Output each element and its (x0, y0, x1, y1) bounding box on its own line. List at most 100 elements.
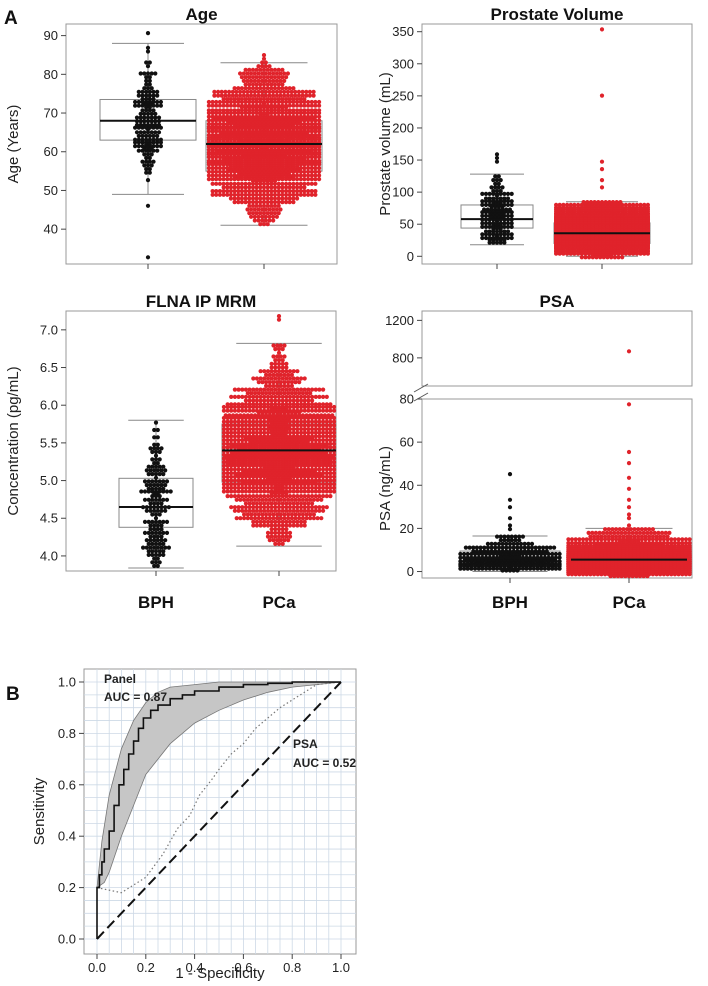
flna-pca-point (317, 387, 322, 392)
age-pca-point (265, 99, 270, 105)
flna-pca-point (310, 394, 315, 399)
age-pca-point (221, 173, 226, 178)
flna-pca-point (269, 482, 274, 487)
flna-pca-point (258, 474, 263, 479)
age-pca-point (289, 89, 294, 94)
flna-pca-point (324, 482, 329, 487)
age-pca-point (313, 166, 318, 171)
flna-pca-point (243, 474, 248, 479)
age-pca-point (249, 214, 254, 219)
age-bph-point (155, 140, 160, 145)
flna-pca-point (286, 383, 291, 388)
age-pca-point (217, 177, 222, 182)
age-pca-point (317, 129, 322, 134)
age-pca-point (309, 118, 314, 123)
age-pca-point (250, 110, 256, 116)
age-pca-point (225, 162, 230, 167)
age-pca-point (245, 89, 250, 94)
prostate_volume-ytick-label: 200 (392, 120, 414, 135)
age-pca-point (254, 185, 259, 190)
age-bph-point (151, 93, 156, 98)
flna-pca-point (262, 494, 267, 499)
flna-pca-point (258, 508, 263, 513)
age-pca-point (306, 155, 311, 160)
flna-pca-point (251, 494, 256, 499)
age-pca-point (298, 99, 303, 105)
flna-pca-point (289, 497, 294, 502)
age-pca-point (276, 192, 281, 197)
flna-pca-point (225, 485, 230, 490)
flna-pca-point (258, 501, 263, 506)
age-pca-point (214, 177, 219, 182)
prostate_volume-bph-point (498, 178, 503, 183)
age-pca-point (250, 203, 256, 208)
age-bph-point (147, 170, 152, 175)
flna-pca-point (328, 441, 333, 446)
flna-pca-point (269, 398, 274, 403)
flna-pca-point (280, 365, 285, 370)
prostate_volume-bph-point (480, 210, 485, 215)
flna-pca-point (221, 460, 226, 465)
flna-bph-point (150, 552, 155, 558)
flna-pca-point (273, 494, 278, 499)
flna-pca-point (299, 482, 304, 487)
flna-pca-point (291, 489, 296, 494)
prostate_volume-bph-point (505, 235, 511, 241)
flna-pca-point (332, 430, 337, 435)
flna-pca-point (273, 358, 278, 363)
age-pca-point (317, 162, 322, 167)
flna-pca-point (243, 387, 248, 392)
age-pca-point (272, 75, 278, 80)
flna-pca-point (299, 494, 304, 499)
age-pca-point (267, 207, 272, 212)
flna-pca-point (260, 380, 265, 385)
flna-bph-point (164, 497, 170, 502)
age-pca-point (282, 89, 287, 94)
age-bph-point (147, 60, 152, 65)
flna-pca-point (251, 474, 256, 479)
flna-pca-point (299, 501, 304, 506)
age-pca-point (225, 173, 230, 178)
flna-pca-point (321, 485, 326, 490)
prostate_volume-pca-point (612, 255, 618, 260)
flna-pca-point (262, 415, 267, 421)
flna-pca-point (332, 478, 337, 483)
flna-pca-point (313, 508, 318, 513)
flna-bph-point (150, 479, 155, 484)
flna-pca-point (286, 372, 291, 377)
age-pca-point (261, 56, 267, 61)
age-pca-point (263, 60, 268, 65)
flna-pca-point (278, 380, 283, 385)
age-bph-point (147, 148, 152, 153)
flna-pca-point (225, 408, 230, 413)
prostate_volume-bph-point (491, 240, 496, 245)
flna-pca-point (328, 445, 333, 450)
age-pca-point (250, 196, 256, 201)
flna-pca-point (317, 508, 322, 513)
age-pca-point (250, 82, 256, 87)
flna-bph-point (161, 530, 166, 536)
age-pca-point (238, 71, 243, 76)
age-pca-point (313, 129, 318, 134)
age-pca-point (228, 196, 233, 201)
age-pca-point (276, 99, 281, 105)
prostate_volume-pca-point (631, 251, 636, 256)
age-pca-point (295, 169, 300, 174)
age-pca-point (250, 181, 256, 186)
flna-pca-point (229, 494, 234, 499)
age-bph-point (144, 93, 149, 98)
age-pca-point (309, 166, 314, 171)
age-bph-point (155, 89, 160, 94)
flna-pca-point (291, 505, 296, 510)
flna-pca-point (291, 427, 296, 432)
age-pca-point (261, 203, 267, 208)
flna-pca-point (317, 415, 322, 421)
flna-pca-point (247, 404, 252, 410)
age-bph-point (138, 111, 143, 116)
flna-pca-point (332, 427, 337, 432)
age-pca-point (317, 177, 322, 182)
age-pca-point (313, 173, 318, 178)
age-pca-point (236, 99, 241, 105)
age-pca-point (306, 162, 311, 167)
flna-bph-point (161, 472, 166, 477)
